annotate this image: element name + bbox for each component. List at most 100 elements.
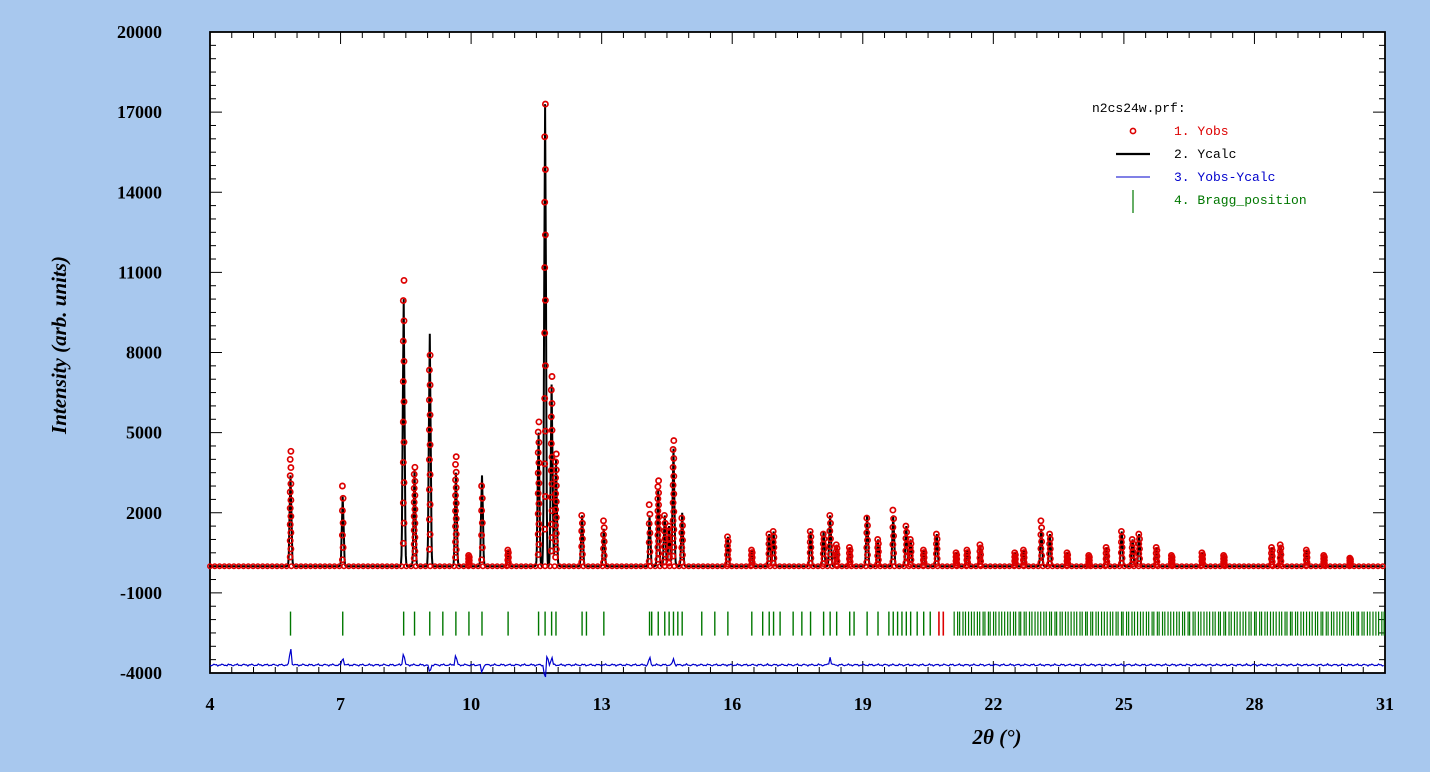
legend-label: 3. Yobs-Ycalc (1174, 170, 1275, 185)
yobs-point (874, 552, 882, 560)
yobs-point (400, 438, 408, 446)
yobs-point (976, 547, 984, 555)
yobs-point (1167, 552, 1175, 559)
yobs-point (552, 498, 560, 506)
yobs-point (548, 426, 556, 434)
yobs-point (1276, 561, 1284, 568)
yobs-point (426, 501, 434, 508)
yobs-point (452, 553, 459, 561)
yobs-point (541, 525, 549, 533)
yobs-point (1268, 544, 1275, 551)
yobs-point (600, 531, 607, 539)
yobs-point (645, 538, 653, 546)
yobs-point (399, 378, 407, 385)
yobs-point (578, 558, 586, 566)
yobs-point (452, 522, 459, 530)
yobs-point (1276, 547, 1284, 555)
yobs-point (535, 479, 543, 487)
yobs-point (286, 472, 294, 480)
yobs-point (1129, 556, 1137, 564)
yobs-point (478, 531, 486, 539)
yobs-point (287, 464, 295, 472)
x-tick-label: 19 (854, 694, 872, 714)
yobs-point (547, 413, 555, 421)
yobs-point (400, 479, 408, 487)
yobs-point (832, 561, 840, 568)
yobs-point (410, 512, 418, 520)
yobs-point (655, 489, 663, 497)
yobs-point (1220, 552, 1228, 559)
yobs-point (826, 558, 834, 566)
yobs-point (452, 460, 459, 468)
yobs-point (339, 544, 347, 551)
yobs-point (452, 476, 459, 484)
yobs-point (645, 520, 653, 528)
yobs-point (600, 545, 607, 553)
yobs-point (425, 486, 433, 494)
yobs-point (541, 264, 549, 272)
y-tick-label: 17000 (117, 102, 162, 122)
yobs-point (832, 554, 840, 562)
yobs-point (578, 535, 586, 543)
yobs-point (410, 526, 418, 534)
yobs-point (864, 551, 871, 559)
y-tick-labels: 20000 17000 14000 11000 8000 5000 2000 -1000 -40… (117, 22, 162, 683)
yobs-point (977, 551, 985, 559)
yobs-point (952, 549, 960, 557)
yobs-point (411, 491, 419, 499)
legend-label: 2. Ycalc (1174, 147, 1236, 162)
yobs-point (425, 426, 433, 434)
yobs-point (654, 495, 662, 503)
yobs-point (534, 510, 542, 518)
yobs-point (670, 472, 678, 480)
yobs-point (654, 519, 662, 527)
yobs-point (1128, 560, 1136, 568)
yobs-point (552, 506, 560, 514)
yobs-point (541, 362, 549, 370)
yobs-point (541, 296, 549, 304)
yobs-point (286, 553, 294, 561)
yobs-point (552, 490, 560, 498)
yobs-point (548, 453, 556, 461)
yobs-point (534, 489, 542, 497)
yobs-point (669, 446, 677, 453)
yobs-point (889, 558, 897, 566)
yobs-point (1037, 517, 1045, 525)
yobs-point (548, 399, 556, 407)
yobs-point (411, 519, 419, 527)
difference-curve (209, 648, 1384, 678)
yobs-point (845, 544, 853, 551)
yobs-point (399, 458, 407, 466)
yobs-point (654, 555, 662, 563)
bragg-positions (289, 611, 1385, 636)
yobs-point (1019, 546, 1027, 554)
yobs-point (411, 547, 419, 555)
yobs-point (541, 198, 549, 206)
yobs-point (903, 553, 911, 561)
yobs-point (534, 551, 542, 559)
yobs-point (655, 501, 663, 509)
yobs-point (1128, 544, 1136, 552)
x-tick-label: 31 (1376, 694, 1394, 714)
yobs-point (552, 458, 560, 466)
yobs-point (889, 523, 897, 531)
yobs-point (669, 481, 677, 489)
yobs-point (863, 558, 871, 566)
x-tick-label: 7 (336, 694, 345, 714)
yobs-point (654, 543, 662, 551)
yobs-point (669, 517, 677, 525)
yobs-point (399, 499, 407, 507)
yobs-point (645, 557, 653, 565)
x-axis-title: 2θ (°) (971, 725, 1021, 749)
yobs-point (665, 559, 673, 567)
y-tick-label: 5000 (126, 423, 162, 443)
yobs-point (1037, 559, 1045, 566)
yobs-point (400, 276, 408, 284)
x-tick-label: 13 (593, 694, 611, 714)
yobs-point (889, 506, 897, 514)
yobs-point (286, 504, 294, 512)
legend-items: 1. Yobs 2. Ycalc 3. Yobs-Ycalc 4. Bragg_pos… (1116, 124, 1307, 213)
yobs-point (963, 546, 971, 554)
yobs-point (832, 547, 840, 555)
yobs-point (286, 455, 294, 463)
